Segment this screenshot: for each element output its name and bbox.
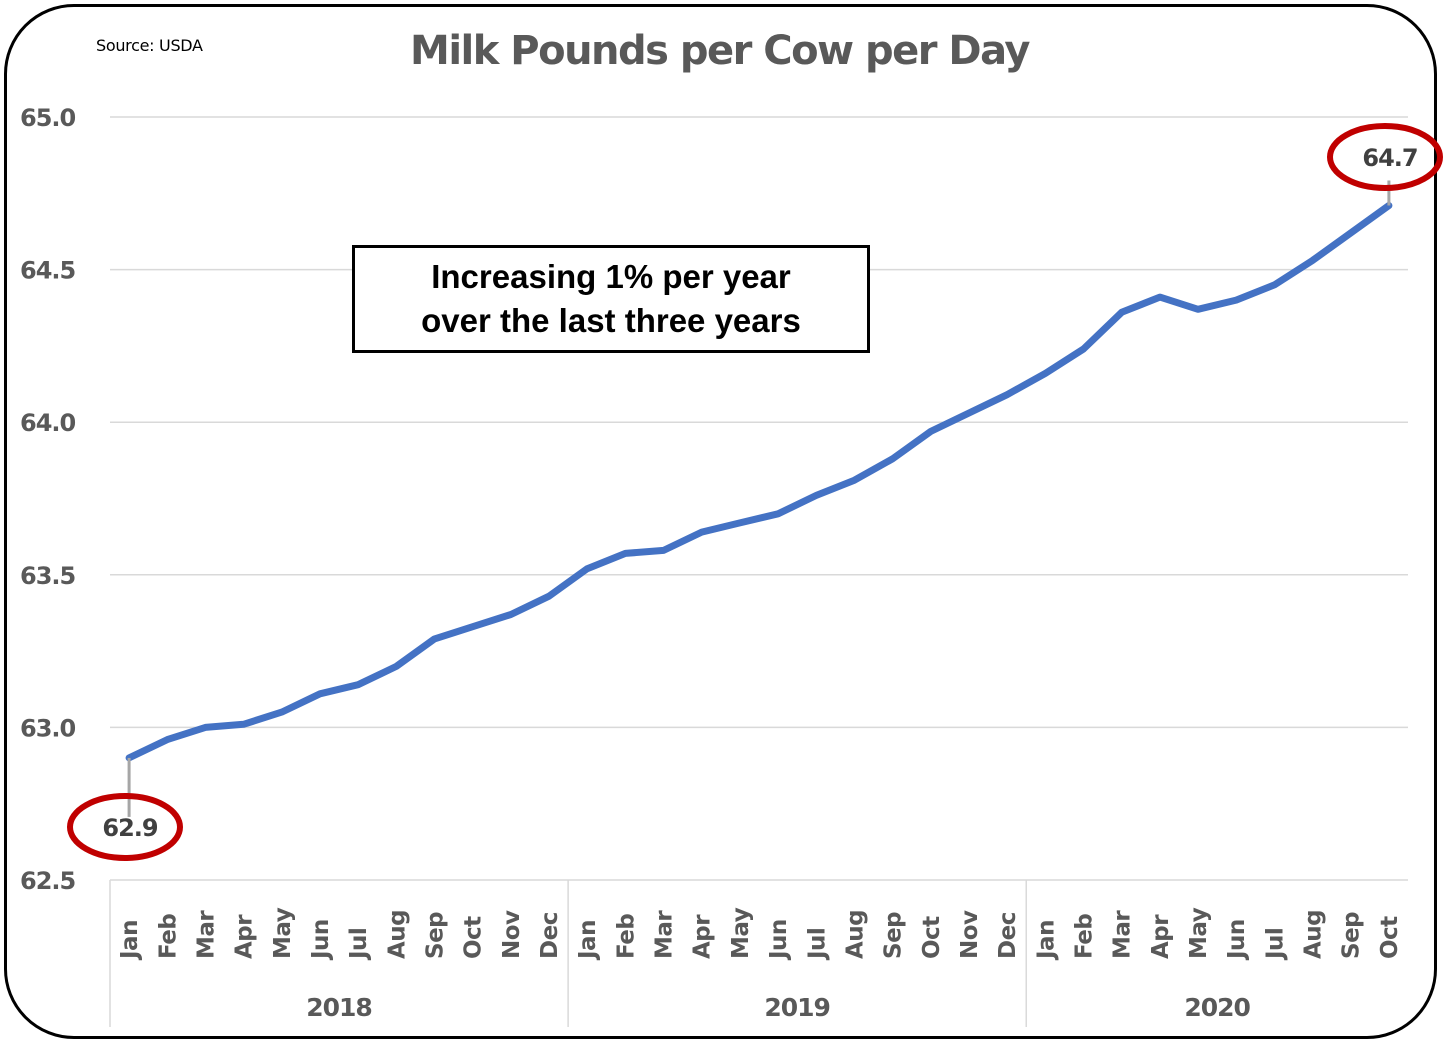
y-tick-label: 64.5 [20, 257, 76, 285]
data-label: 62.9 [102, 814, 158, 842]
x-tick-label: Feb [1072, 914, 1098, 959]
highlight-ellipse [67, 793, 183, 861]
x-tick-label: May [1186, 907, 1212, 959]
x-tick-label: Jan [575, 920, 601, 961]
y-tick-label: 62.5 [20, 867, 76, 895]
annotation-box: Increasing 1% per year over the last thr… [352, 245, 870, 353]
x-tick-label: Oct [1377, 916, 1403, 959]
x-tick-label: Dec [537, 912, 563, 959]
x-tick-label: Feb [155, 914, 181, 959]
x-tick-label: Nov [957, 910, 983, 959]
x-tick-label: Feb [613, 914, 639, 959]
source-note: Source: USDA [96, 36, 203, 55]
series-line [125, 202, 1393, 762]
x-tick-label: Jan [1033, 920, 1059, 961]
x-tick-label: Jul [804, 928, 830, 961]
x-tick-label: Sep [1339, 912, 1365, 959]
y-axis-ticks: 62.5 63.0 63.5 64.0 64.5 65.0 [20, 104, 77, 895]
chart-title-text: Milk Pounds per Cow per Day [410, 28, 1030, 74]
x-axis: Jan Feb Mar Apr May Jun Jul Aug Sep Oct Nov Dec 2018… [109, 880, 1403, 1027]
x-tick-label: Apr [232, 914, 258, 959]
year-label: 2020 [1184, 993, 1250, 1022]
year-label: 2019 [764, 993, 830, 1022]
annotation-line-2: over the last three years [421, 302, 801, 339]
x-tick-label: May [270, 907, 296, 959]
gridlines [110, 116, 1408, 881]
y-tick-label: 63.0 [20, 714, 76, 742]
annotation-line-1: Increasing 1% per year [431, 258, 791, 295]
data-label: 64.7 [1362, 144, 1417, 172]
x-tick-label: Nov [499, 910, 525, 959]
y-tick-label: 64.0 [20, 409, 76, 437]
x-tick-label: Apr [690, 914, 716, 959]
x-tick-label: Jun [766, 919, 792, 961]
x-tick-label: Oct [461, 916, 487, 959]
x-tick-label: Aug [1301, 910, 1327, 959]
data-labels: 62.9 64.7 [67, 123, 1443, 861]
data-series [125, 202, 1393, 762]
x-tick-label: Aug [842, 910, 868, 959]
x-tick-label: Oct [919, 916, 945, 959]
x-tick-label: Mar [1110, 910, 1136, 959]
x-tick-label: Jan [117, 920, 143, 961]
x-tick-label: Dec [995, 912, 1021, 959]
year-label: 2018 [306, 993, 372, 1022]
x-tick-label: Sep [881, 912, 907, 959]
x-tick-label: Jun [1224, 919, 1250, 961]
x-tick-label: Aug [384, 910, 410, 959]
y-tick-label: 65.0 [20, 104, 76, 132]
y-tick-label: 63.5 [20, 562, 76, 590]
x-tick-label: Jul [1262, 928, 1288, 961]
x-tick-label: Jul [346, 928, 372, 961]
x-tick-label: Sep [423, 912, 449, 959]
chart-frame [4, 4, 1437, 1039]
x-tick-label: Jun [308, 919, 334, 961]
highlight-ellipse [1327, 123, 1443, 191]
x-tick-label: Apr [1148, 914, 1174, 959]
x-tick-label: Mar [652, 910, 678, 959]
chart-title: Milk Pounds per Cow per Day [0, 28, 1443, 74]
x-tick-label: Mar [193, 910, 219, 959]
x-tick-label: May [728, 907, 754, 959]
